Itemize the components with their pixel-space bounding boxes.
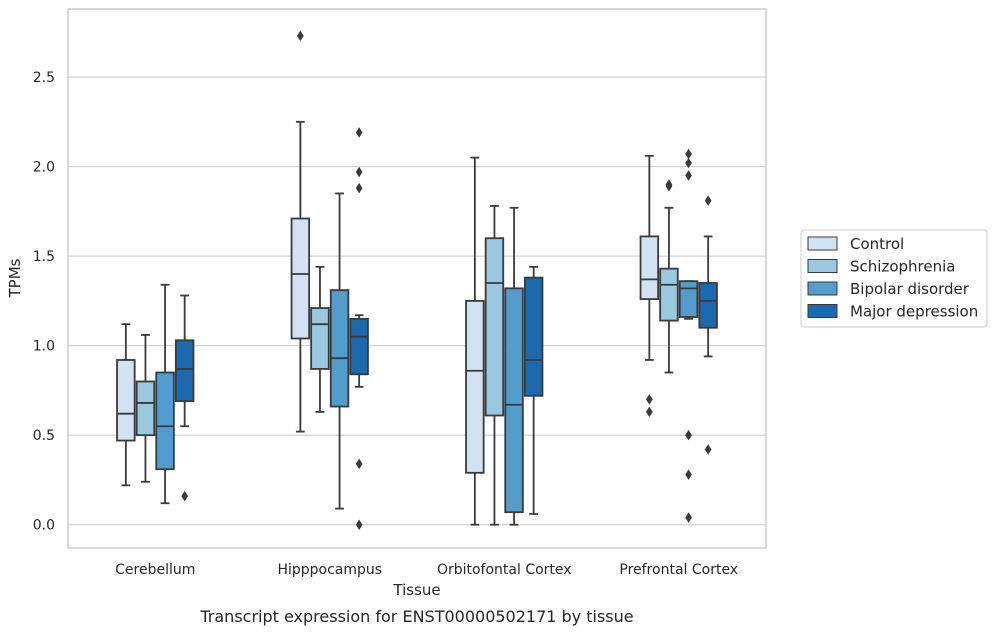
x-axis-label: Tissue: [392, 581, 440, 599]
outlier-point: [685, 429, 692, 441]
legend-swatch: [807, 236, 838, 251]
legend-label: Control: [850, 235, 904, 253]
box-iqr: [659, 267, 679, 322]
outlier-point: [685, 170, 692, 181]
box-iqr: [155, 371, 175, 471]
box-bipolar-disorder: [155, 283, 175, 505]
y-tick-label: 1.0: [33, 339, 55, 355]
outlier-point: [685, 512, 692, 523]
legend: Control Schizophrenia Bipolar disorder Majo…: [800, 229, 988, 328]
outlier-point: [704, 195, 712, 206]
outlier-point: [685, 148, 692, 160]
outlier-point: [355, 127, 363, 138]
outlier-point: [355, 519, 363, 530]
box-iqr: [116, 359, 136, 442]
box-control: [639, 154, 660, 418]
plot-frame: [67, 8, 767, 549]
legend-swatch: [807, 304, 838, 318]
outlier-point: [665, 181, 673, 192]
legend-label: Major depression: [850, 303, 978, 321]
outlier-point: [355, 182, 363, 194]
legend-swatch: [807, 259, 838, 273]
outlier-point: [355, 458, 363, 470]
box-control: [116, 323, 136, 487]
y-tick-label: 0.0: [33, 518, 55, 534]
box-iqr: [329, 289, 350, 408]
box-bipolar-disorder: [504, 206, 524, 526]
box-schizophrenia: [484, 205, 505, 526]
box-bipolar-disorder: [678, 148, 699, 523]
y-tick-label: 1.5: [33, 249, 55, 265]
box-iqr: [504, 287, 524, 514]
legend-frame: [800, 229, 988, 328]
box-control: [290, 30, 311, 433]
legend-label: Schizophrenia: [850, 258, 955, 276]
outlier-point: [685, 469, 692, 480]
y-tick-label: 0.5: [33, 428, 55, 444]
box-schizophrenia: [135, 334, 156, 483]
outlier-point: [181, 490, 189, 502]
box-iqr: [523, 276, 544, 397]
box-iqr: [639, 235, 660, 300]
box-major-depression: [523, 265, 544, 515]
box-schizophrenia: [659, 179, 679, 374]
box-iqr: [465, 299, 485, 474]
x-tick-label: Orbitofontal Cortex: [437, 562, 572, 578]
outlier-point: [296, 30, 304, 42]
box-major-depression: [174, 294, 195, 502]
y-tick-label: 2.5: [33, 70, 55, 86]
y-tick-label: 2.0: [33, 160, 55, 176]
box-major-depression: [349, 127, 369, 530]
box-iqr: [698, 282, 718, 329]
outlier-point: [685, 157, 692, 169]
box-iqr: [290, 217, 311, 340]
outlier-point: [645, 406, 653, 418]
box-iqr: [310, 307, 330, 370]
box-control: [465, 156, 485, 526]
x-tick-labels: Cerebellum Hipppocampus Orbitofontal Corte…: [115, 562, 738, 578]
x-tick-label: Hipppocampus: [277, 562, 382, 578]
chart-caption: Transcript expression for ENST0000050217…: [199, 607, 633, 626]
x-tick-label: Cerebellum: [115, 562, 195, 578]
box-major-depression: [698, 195, 718, 455]
boxes: [116, 30, 718, 530]
outlier-point: [704, 444, 712, 455]
legend-label: Bipolar disorder: [850, 280, 970, 298]
outlier-point: [645, 394, 653, 405]
legend-swatch: [807, 281, 838, 296]
x-tick-label: Prefrontal Cortex: [619, 562, 738, 578]
box-iqr: [484, 237, 505, 417]
box-iqr: [174, 339, 195, 403]
box-bipolar-disorder: [329, 192, 350, 510]
box-schizophrenia: [310, 265, 330, 413]
y-tick-labels: 0.0 0.5 1.0 1.5 2.0 2.5: [33, 70, 55, 534]
box-iqr: [135, 380, 156, 437]
box-iqr: [349, 317, 369, 376]
y-axis-label: TPMs: [6, 258, 24, 298]
outlier-point: [355, 166, 363, 178]
box-iqr: [678, 280, 699, 318]
